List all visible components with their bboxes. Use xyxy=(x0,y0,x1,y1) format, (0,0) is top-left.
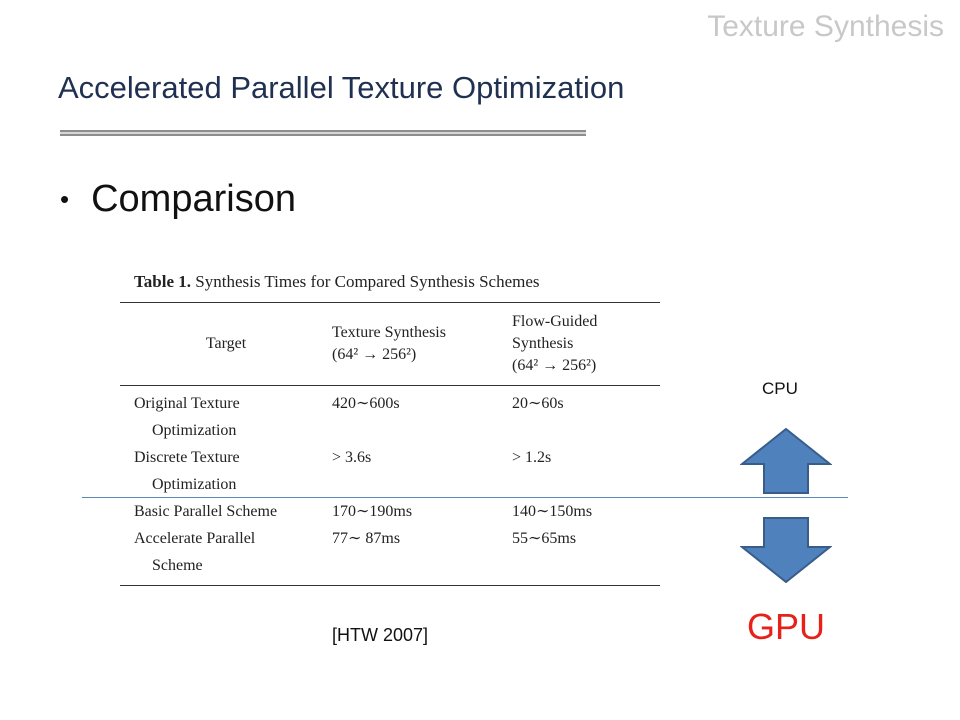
table-caption-text: Synthesis Times for Compared Synthesis S… xyxy=(195,272,540,291)
row-flow-time: 140∼150ms xyxy=(512,503,593,520)
header-flow-line2: Synthesis xyxy=(512,335,574,352)
table-body: Original Texture Optimization 420∼600s 2… xyxy=(120,386,660,579)
row-name-line2: Scheme xyxy=(152,557,203,574)
bullet-dot-icon: • xyxy=(60,184,70,214)
header-target: Target xyxy=(205,335,247,352)
table-caption: Table 1. Synthesis Times for Compared Sy… xyxy=(134,262,660,302)
table-row: Basic Parallel Scheme 170∼190ms 140∼150m… xyxy=(120,498,660,525)
table-header-rule xyxy=(120,385,660,386)
row-texture-time: 420∼600s xyxy=(332,395,400,412)
row-flow-time: 20∼60s xyxy=(512,395,564,412)
row-name: Basic Parallel Scheme xyxy=(120,498,332,525)
row-name: Discrete Texture Optimization xyxy=(120,444,332,498)
row-flow-time: 55∼65ms xyxy=(512,530,577,547)
header-texture-line1: Texture Synthesis xyxy=(332,324,446,341)
header-texture-line2: (64² → 256²) xyxy=(332,346,417,363)
row-texture-time: 170∼190ms xyxy=(332,503,413,520)
row-texture-time: > 3.6s xyxy=(332,449,372,466)
row-name-line1: Accelerate Parallel xyxy=(134,530,256,547)
gpu-label: GPU xyxy=(747,606,826,647)
row-name: Original Texture Optimization xyxy=(120,390,332,444)
table-row: Accelerate Parallel Scheme 77∼ 87ms 55∼6… xyxy=(120,525,660,579)
title-underline xyxy=(60,130,586,136)
table-top-rule xyxy=(120,302,660,303)
cpu-label: CPU xyxy=(762,379,798,398)
table-row: Discrete Texture Optimization > 3.6s > 1… xyxy=(120,444,660,498)
header-texture-synthesis: Texture Synthesis (64² → 256²) xyxy=(332,322,512,366)
row-name: Accelerate Parallel Scheme xyxy=(120,525,332,579)
table-row: Original Texture Optimization 420∼600s 2… xyxy=(120,390,660,444)
comparison-table: Table 1. Synthesis Times for Compared Sy… xyxy=(120,262,660,586)
slide-title: Accelerated Parallel Texture Optimizatio… xyxy=(58,70,625,105)
table-caption-label: Table 1. xyxy=(134,272,192,291)
row-name-line1: Original Texture xyxy=(134,395,240,412)
corner-title: Texture Synthesis xyxy=(707,10,944,43)
header-flow-line3: (64² → 256²) xyxy=(512,357,597,374)
row-name-line2: Optimization xyxy=(152,476,237,493)
header-flow-line1: Flow-Guided xyxy=(512,313,598,330)
row-flow-time: > 1.2s xyxy=(512,449,552,466)
table-header: Target Texture Synthesis (64² → 256²) Fl… xyxy=(120,303,660,385)
header-flow-guided: Flow-Guided Synthesis (64² → 256²) xyxy=(512,311,660,377)
bullet-item: • Comparison xyxy=(60,178,296,221)
citation: [HTW 2007] xyxy=(332,625,429,645)
row-name-line2: Optimization xyxy=(152,422,237,439)
arrow-down-icon xyxy=(740,517,832,583)
cpu-gpu-divider xyxy=(82,497,848,498)
row-name-line1: Discrete Texture xyxy=(134,449,240,466)
bullet-text: Comparison xyxy=(91,178,296,220)
row-name-line1: Basic Parallel Scheme xyxy=(134,503,278,520)
row-texture-time: 77∼ 87ms xyxy=(332,530,401,547)
arrow-up-icon xyxy=(740,428,832,494)
table-bottom-rule xyxy=(120,585,660,586)
